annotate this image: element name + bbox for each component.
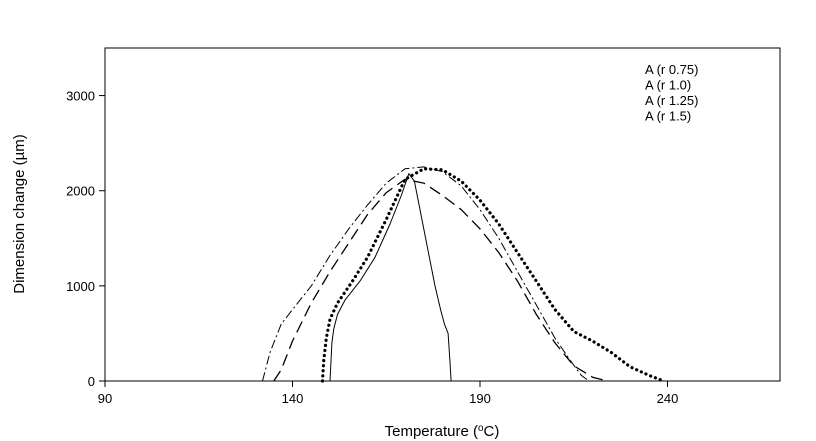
series-line-3 (273, 178, 608, 382)
x-tick-label: 140 (282, 391, 304, 406)
ticks: 90 140 190 240 0 1000 2000 3000 (66, 89, 678, 406)
plot-frame (104, 47, 781, 382)
y-tick-label: 3000 (66, 89, 95, 104)
series-line-4 (262, 166, 590, 382)
series-line-2 (320, 167, 666, 383)
y-tick-label: 1000 (66, 279, 95, 294)
y-tick-label: 0 (88, 374, 95, 389)
y-tick-label: 2000 (66, 184, 95, 199)
legend-entry: A (r 1.5) (645, 109, 691, 124)
legend-entry: A (r 0.75) (645, 62, 698, 77)
legend-entry: A (r 1.25) (645, 93, 698, 108)
series-line-1 (329, 173, 452, 382)
legend: A (r 0.75)A (r 1.0)A (r 1.25)A (r 1.5) (645, 62, 698, 124)
x-axis-title: Temperature (oC) (385, 423, 500, 441)
x-tick-label: 190 (469, 391, 491, 406)
y-axis-title: Dimension change (µm) (11, 134, 28, 294)
x-tick-label: 240 (657, 391, 679, 406)
x-tick-label: 90 (98, 391, 112, 406)
legend-entry: A (r 1.0) (645, 78, 691, 93)
series-layer (262, 166, 666, 383)
